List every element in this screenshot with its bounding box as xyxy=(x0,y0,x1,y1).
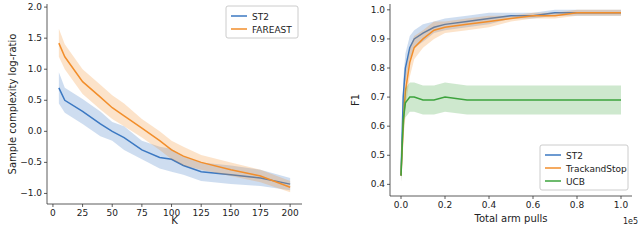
y-tick-label: 1.0 xyxy=(371,5,386,15)
y-tick xyxy=(387,126,390,127)
y-tick xyxy=(44,69,47,70)
y-tick-label: 0.6 xyxy=(371,121,386,131)
y-tick xyxy=(387,38,390,39)
x-tick xyxy=(230,204,231,207)
y-tick xyxy=(387,9,390,10)
y-tick-label: 0.8 xyxy=(371,63,386,73)
y-tick-label: 0.7 xyxy=(371,92,385,102)
x-tick-label: 175 xyxy=(252,208,269,218)
legend: ST2 TrackandStop UCB xyxy=(540,145,628,190)
x-tick xyxy=(112,204,113,207)
legend-swatch xyxy=(231,28,247,30)
y-tick-label: 0.5 xyxy=(371,150,385,160)
legend-box xyxy=(226,6,298,38)
axis-offset-label: 1e5 xyxy=(623,217,638,225)
y-tick xyxy=(387,68,390,69)
y-tick xyxy=(387,155,390,156)
series-line xyxy=(59,43,290,187)
x-tick xyxy=(533,196,534,199)
y-tick-label: 0.0 xyxy=(28,126,43,136)
legend-box xyxy=(540,145,628,190)
x-tick xyxy=(141,204,142,207)
confidence-band xyxy=(59,29,290,192)
x-tick-label: 0.8 xyxy=(570,200,585,210)
y-axis xyxy=(47,4,48,204)
x-tick xyxy=(445,196,446,199)
x-tick-label: 25 xyxy=(77,208,88,218)
x-tick xyxy=(52,204,53,207)
x-tick-label: 1.0 xyxy=(614,200,629,210)
legend-swatch xyxy=(545,154,561,156)
plot-area xyxy=(59,29,290,192)
y-tick-label: 1.5 xyxy=(28,33,42,43)
x-axis-label: K xyxy=(171,215,178,225)
y-tick-label: −1.0 xyxy=(20,188,42,198)
legend-label: TrackandStop xyxy=(565,164,627,174)
y-axis-label: Sample complexity log-ratio xyxy=(7,34,18,175)
legend-label: FAREAST xyxy=(252,25,292,35)
x-tick-label: 200 xyxy=(282,208,299,218)
x-axis xyxy=(47,204,302,205)
y-tick xyxy=(44,38,47,39)
y-tick xyxy=(44,7,47,8)
x-axis xyxy=(390,196,632,197)
x-tick xyxy=(82,204,83,207)
figure: 0255075100125150175200−1.0−0.50.00.51.01… xyxy=(0,0,640,225)
legend-label: UCB xyxy=(566,177,585,187)
x-tick xyxy=(401,196,402,199)
y-tick-label: 0.9 xyxy=(371,34,386,44)
y-axis-label: F1 xyxy=(350,94,361,106)
x-axis-label: Total arm pulls xyxy=(474,213,548,224)
x-tick xyxy=(290,204,291,207)
x-tick-label: 150 xyxy=(222,208,239,218)
x-tick xyxy=(171,204,172,207)
legend-swatch xyxy=(231,15,247,17)
y-tick xyxy=(44,131,47,132)
y-tick-label: 1.0 xyxy=(28,64,43,74)
x-tick xyxy=(577,196,578,199)
y-tick-label: 2.0 xyxy=(28,2,43,12)
x-tick xyxy=(489,196,490,199)
x-tick-label: 0.0 xyxy=(394,200,409,210)
legend-label: ST2 xyxy=(566,151,583,161)
x-tick xyxy=(201,204,202,207)
y-tick xyxy=(44,100,47,101)
legend-label: ST2 xyxy=(252,12,269,22)
legend-swatch xyxy=(545,180,561,182)
y-axis xyxy=(390,4,391,196)
y-tick-label: 0.5 xyxy=(28,95,42,105)
y-tick xyxy=(44,162,47,163)
legend: ST2 FAREAST xyxy=(226,6,298,38)
y-tick xyxy=(387,184,390,185)
chart: 0.0 0.2 0.4 0.6 0.8 1.0 0.4 0.5 0.6 0.7 0.8 0.9 1.0 T… xyxy=(350,4,638,225)
chart: 0255075100125150175200−1.0−0.50.00.51.01… xyxy=(7,2,302,225)
x-tick-label: 75 xyxy=(136,208,147,218)
x-tick-label: 125 xyxy=(193,208,210,218)
y-tick xyxy=(44,193,47,194)
x-tick-label: 0.6 xyxy=(526,200,541,210)
y-tick-label: 0.4 xyxy=(371,179,386,189)
legend-swatch xyxy=(545,167,561,169)
x-tick-label: 0.2 xyxy=(438,200,452,210)
x-tick-label: 50 xyxy=(107,208,119,218)
x-tick-label: 0 xyxy=(50,208,56,218)
x-tick xyxy=(621,196,622,199)
x-tick-label: 0.4 xyxy=(482,200,497,210)
y-tick xyxy=(387,97,390,98)
y-tick-label: −0.5 xyxy=(20,157,42,167)
x-tick xyxy=(260,204,261,207)
